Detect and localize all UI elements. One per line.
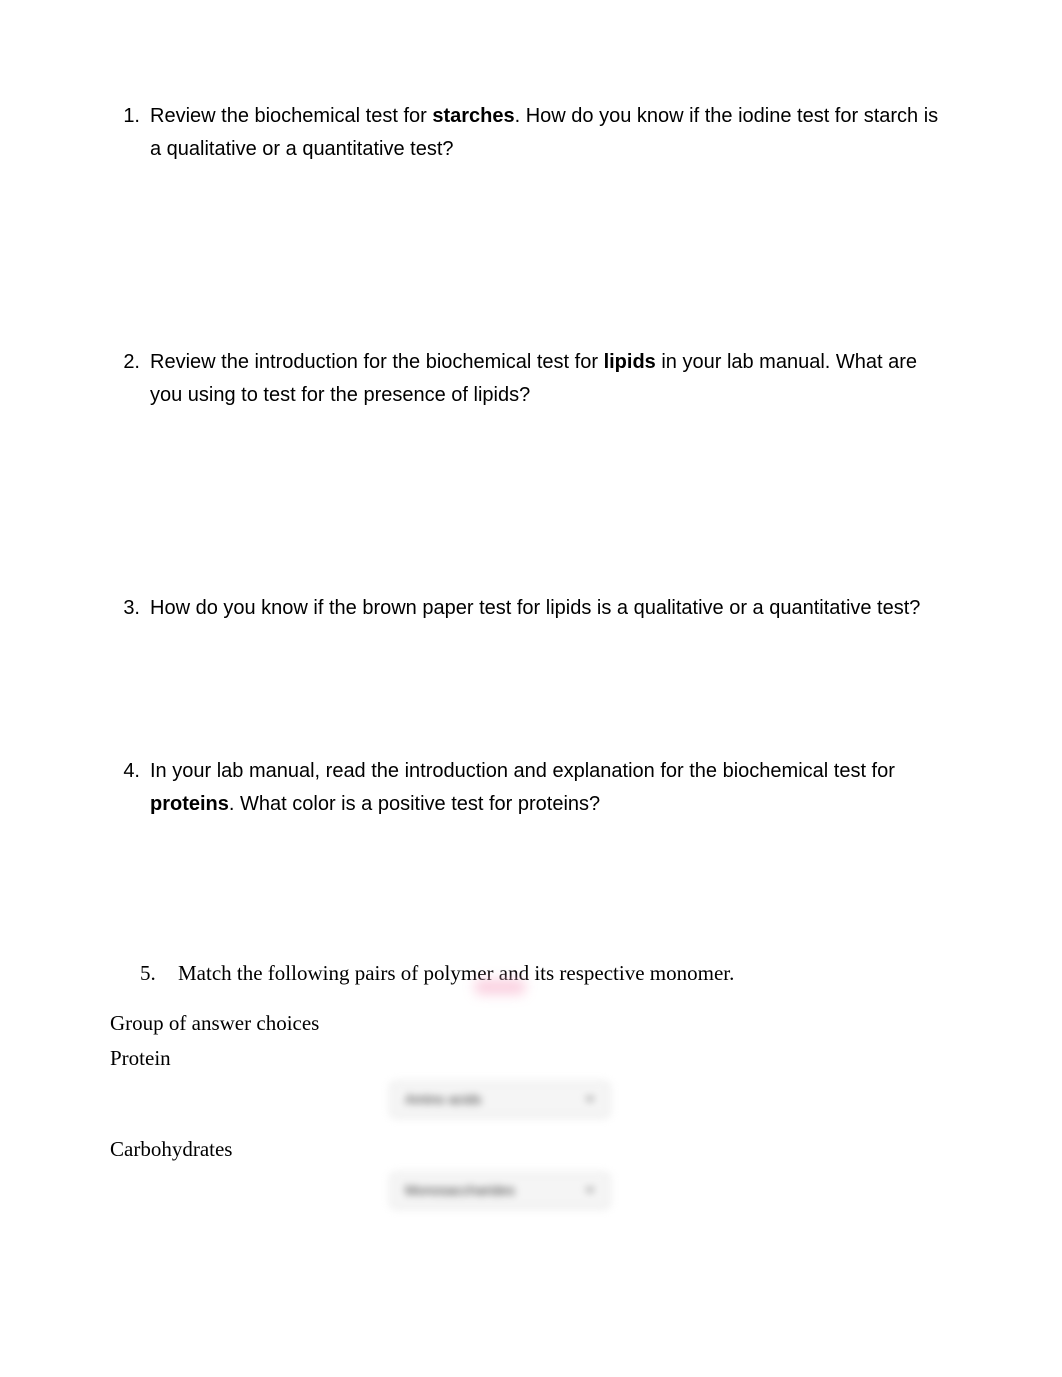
question-number: 3. bbox=[110, 592, 140, 625]
dropdown-container-carbohydrates: Monosaccharides bbox=[390, 1172, 952, 1208]
question-number: 2. bbox=[110, 346, 140, 412]
question-3: 3. How do you know if the brown paper te… bbox=[110, 592, 952, 625]
question-list: 1. Review the biochemical test for starc… bbox=[110, 100, 952, 821]
group-answer-choices-label: Group of answer choices bbox=[110, 1011, 952, 1036]
chevron-down-icon bbox=[585, 1188, 595, 1193]
text-segment: Review the biochemical test for bbox=[150, 105, 432, 127]
text-segment: In your lab manual, read the introductio… bbox=[150, 760, 895, 782]
chevron-down-icon bbox=[585, 1097, 595, 1102]
question-number: 1. bbox=[110, 100, 140, 166]
question-5: 5. Match the following pairs of polymer … bbox=[140, 961, 952, 986]
dropdown-value: Amino acids bbox=[405, 1091, 481, 1107]
dropdown-container-protein: Amino acids bbox=[390, 1081, 952, 1117]
question-text: How do you know if the brown paper test … bbox=[150, 592, 952, 625]
question-text: Match the following pairs of polymer and… bbox=[178, 961, 734, 986]
question-2: 2. Review the introduction for the bioch… bbox=[110, 346, 952, 412]
question-text: In your lab manual, read the introductio… bbox=[150, 755, 952, 821]
protein-dropdown[interactable]: Amino acids bbox=[390, 1081, 610, 1117]
text-segment: . What color is a positive test for prot… bbox=[229, 793, 600, 815]
carbohydrates-dropdown[interactable]: Monosaccharides bbox=[390, 1172, 610, 1208]
question-text: Review the biochemical test for starches… bbox=[150, 100, 952, 166]
polymer-carbohydrates-label: Carbohydrates bbox=[110, 1137, 952, 1162]
bold-word: proteins bbox=[150, 793, 229, 815]
question-number: 4. bbox=[110, 755, 140, 821]
question-number: 5. bbox=[140, 961, 168, 986]
polymer-protein-label: Protein bbox=[110, 1046, 952, 1071]
bold-word: lipids bbox=[604, 351, 656, 373]
dropdown-value: Monosaccharides bbox=[405, 1182, 515, 1198]
question-4: 4. In your lab manual, read the introduc… bbox=[110, 755, 952, 821]
bold-word: starches bbox=[432, 105, 514, 127]
question-text: Review the introduction for the biochemi… bbox=[150, 346, 952, 412]
question-1: 1. Review the biochemical test for starc… bbox=[110, 100, 952, 166]
text-segment: Review the introduction for the biochemi… bbox=[150, 351, 604, 373]
blur-artifact bbox=[475, 980, 525, 994]
